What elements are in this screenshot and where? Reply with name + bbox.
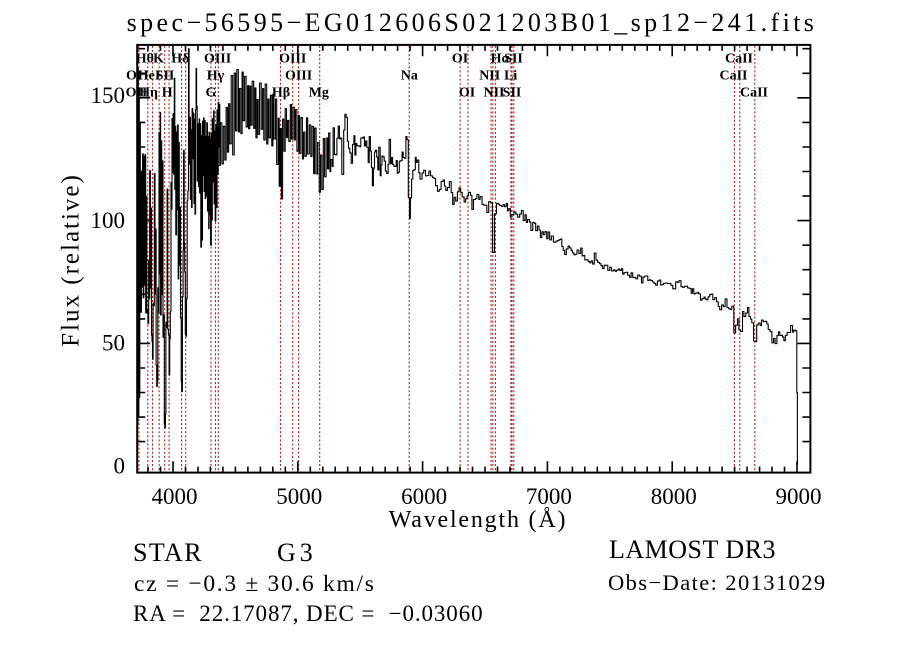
svg-text:NII: NII [479,69,500,84]
svg-text:cz = −0.3 ± 30.6 km/s: cz = −0.3 ± 30.6 km/s [134,571,376,597]
svg-text:4000: 4000 [152,484,198,509]
svg-text:Na: Na [401,69,418,84]
svg-text:OII: OII [126,86,148,101]
svg-text:7000: 7000 [526,484,572,509]
svg-text:8000: 8000 [651,484,697,509]
svg-text:150: 150 [91,83,126,108]
svg-text:Flux (relative): Flux (relative) [58,173,85,347]
svg-text:Hθ: Hθ [136,52,154,67]
svg-text:G3: G3 [277,538,317,567]
svg-text:OIII: OIII [204,52,231,67]
svg-text:NII: NII [483,86,504,101]
svg-text:RA = 22.17087, DEC = −0.0306: RA = 22.17087, DEC = −0.03060 [133,601,484,626]
svg-text:Hη: Hη [139,86,158,101]
svg-text:6000: 6000 [401,484,447,509]
svg-text:H: H [162,86,173,101]
svg-text:K: K [153,52,164,67]
svg-text:HeI: HeI [138,69,161,84]
svg-text:Li: Li [504,69,517,84]
svg-text:CaII: CaII [725,52,753,67]
svg-text:Hα: Hα [491,52,510,67]
svg-text:OI: OI [459,86,475,101]
svg-text:Hγ: Hγ [207,69,225,84]
svg-text:STAR: STAR [133,538,203,567]
svg-text:SII: SII [503,86,522,101]
svg-text:9000: 9000 [776,484,822,509]
svg-text:CaII: CaII [740,86,768,101]
svg-text:OI: OI [452,52,468,67]
svg-text:100: 100 [91,208,126,233]
svg-text:SII: SII [504,52,523,67]
svg-text:LAMOST DR3: LAMOST DR3 [609,535,776,564]
svg-text:G: G [206,86,217,101]
svg-text:CaII: CaII [719,69,747,84]
svg-text:OIII: OIII [285,69,312,84]
svg-text:Hδ: Hδ [171,52,189,67]
svg-text:50: 50 [102,331,125,356]
svg-text:spec−56595−EG012606S021203B01_: spec−56595−EG012606S021203B01_sp12−241.f… [127,8,818,37]
svg-text:Wavelength (Å): Wavelength (Å) [389,507,568,533]
svg-text:Hβ: Hβ [272,86,290,101]
svg-text:SII: SII [156,69,175,84]
svg-text:Mg: Mg [309,86,329,101]
svg-text:Obs−Date: 20131029: Obs−Date: 20131029 [608,570,827,595]
svg-text:5000: 5000 [276,484,322,509]
svg-text:0: 0 [114,454,126,479]
svg-text:OIII: OIII [279,52,306,67]
